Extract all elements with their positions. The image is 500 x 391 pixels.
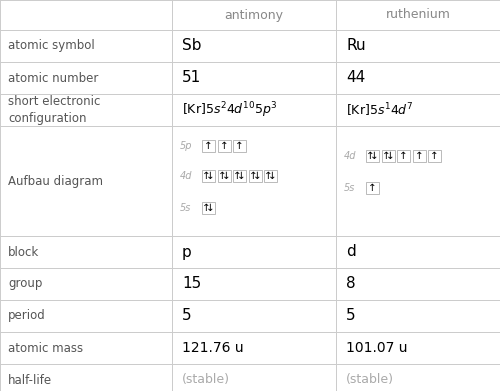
Text: block: block	[8, 246, 39, 258]
Text: 4d: 4d	[344, 151, 356, 161]
Text: short electronic
configuration: short electronic configuration	[8, 95, 100, 125]
Text: ↑: ↑	[218, 171, 226, 181]
Text: ↑: ↑	[220, 141, 228, 151]
Text: 44: 44	[346, 70, 365, 86]
Text: group: group	[8, 278, 42, 291]
Text: 101.07 u: 101.07 u	[346, 341, 408, 355]
Text: p: p	[182, 244, 192, 260]
FancyBboxPatch shape	[382, 150, 394, 162]
FancyBboxPatch shape	[366, 150, 379, 162]
Text: ↑: ↑	[202, 171, 211, 181]
FancyBboxPatch shape	[366, 182, 379, 194]
Text: 121.76 u: 121.76 u	[182, 341, 244, 355]
Text: ↓: ↓	[370, 151, 379, 161]
FancyBboxPatch shape	[218, 170, 230, 182]
Text: (stable): (stable)	[346, 373, 394, 386]
Text: 51: 51	[182, 70, 201, 86]
FancyBboxPatch shape	[202, 170, 215, 182]
Text: ↑: ↑	[235, 141, 244, 151]
Text: ↓: ↓	[252, 171, 262, 181]
Text: ↓: ↓	[206, 171, 215, 181]
FancyBboxPatch shape	[218, 140, 230, 152]
Text: ↑: ↑	[366, 151, 375, 161]
Text: ↑: ↑	[430, 151, 439, 161]
FancyBboxPatch shape	[202, 140, 215, 152]
Text: ↑: ↑	[399, 151, 408, 161]
Text: [Kr]5$s^1$4$d^7$: [Kr]5$s^1$4$d^7$	[346, 101, 414, 119]
Text: ↓: ↓	[206, 203, 215, 213]
Text: antimony: antimony	[224, 9, 284, 22]
FancyBboxPatch shape	[264, 170, 277, 182]
Text: 5: 5	[182, 308, 192, 323]
Text: Aufbau diagram: Aufbau diagram	[8, 174, 103, 188]
Text: ↑: ↑	[204, 141, 213, 151]
Text: ↓: ↓	[386, 151, 394, 161]
Text: 15: 15	[182, 276, 201, 292]
FancyBboxPatch shape	[233, 140, 246, 152]
FancyBboxPatch shape	[202, 202, 215, 214]
Text: 8: 8	[346, 276, 356, 292]
Text: ↑: ↑	[202, 203, 211, 213]
Text: ↑: ↑	[414, 151, 424, 161]
Text: 5: 5	[346, 308, 356, 323]
Text: atomic symbol: atomic symbol	[8, 39, 95, 52]
Text: Ru: Ru	[346, 38, 366, 54]
Text: 5s: 5s	[180, 203, 192, 213]
Text: (stable): (stable)	[182, 373, 230, 386]
Text: d: d	[346, 244, 356, 260]
Text: ↑: ↑	[264, 171, 273, 181]
Text: period: period	[8, 310, 46, 323]
Text: half-life: half-life	[8, 373, 52, 386]
Text: atomic number: atomic number	[8, 72, 98, 84]
FancyBboxPatch shape	[248, 170, 262, 182]
Text: ↓: ↓	[268, 171, 277, 181]
Text: ↑: ↑	[233, 171, 242, 181]
Text: 4d: 4d	[180, 171, 192, 181]
Text: ↑: ↑	[248, 171, 258, 181]
FancyBboxPatch shape	[428, 150, 441, 162]
Text: ↓: ↓	[222, 171, 230, 181]
Text: atomic mass: atomic mass	[8, 341, 83, 355]
Text: 5p: 5p	[180, 141, 192, 151]
Text: ↓: ↓	[237, 171, 246, 181]
Text: ruthenium: ruthenium	[386, 9, 450, 22]
Text: [Kr]5$s^2$4$d^{10}$5$p^3$: [Kr]5$s^2$4$d^{10}$5$p^3$	[182, 100, 278, 120]
Text: ↑: ↑	[382, 151, 390, 161]
FancyBboxPatch shape	[233, 170, 246, 182]
Text: ↑: ↑	[368, 183, 377, 193]
FancyBboxPatch shape	[397, 150, 410, 162]
Text: Sb: Sb	[182, 38, 202, 54]
Text: 5s: 5s	[344, 183, 356, 193]
FancyBboxPatch shape	[412, 150, 426, 162]
